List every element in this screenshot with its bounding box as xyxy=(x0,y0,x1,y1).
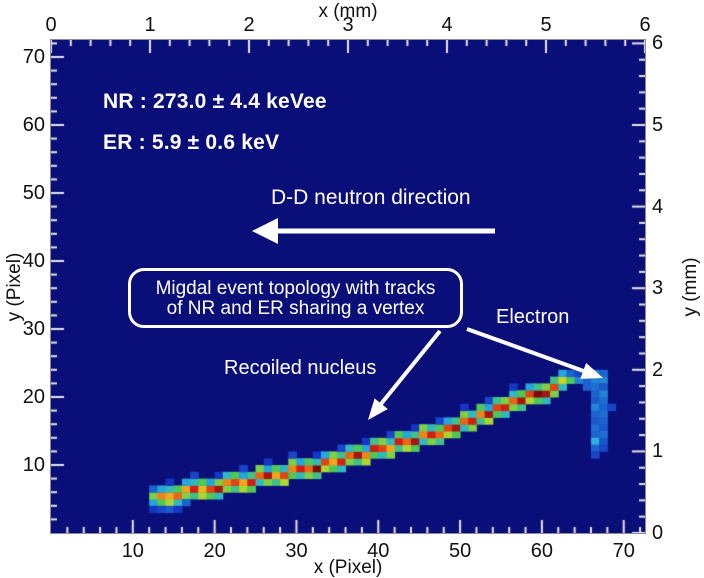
topology-callout-line1: Migdal event topology with tracks xyxy=(155,278,436,299)
tick-label: 3 xyxy=(342,14,354,36)
bottom-axis-title: x (Pixel) xyxy=(313,557,383,578)
tick-label: 5 xyxy=(652,114,664,136)
tick-label: 2 xyxy=(243,14,255,36)
tick-label: 4 xyxy=(652,195,664,218)
tick-label: 1 xyxy=(652,440,664,463)
plot-area xyxy=(50,39,646,534)
tick-label: 40 xyxy=(22,250,45,272)
top-axis-title: x (mm) xyxy=(318,1,378,22)
tick-label: 6 xyxy=(639,14,651,36)
tick-label: 50 xyxy=(448,540,472,562)
tick-label: 6 xyxy=(652,32,664,55)
tick-label: 5 xyxy=(540,14,552,36)
tick-label: 0 xyxy=(652,522,664,544)
neutron-direction-label: D-D neutron direction xyxy=(271,186,471,209)
right-axis-title: y (mm) xyxy=(680,257,701,317)
tick-label: 30 xyxy=(285,540,308,562)
tick-label: 0 xyxy=(45,14,57,36)
tick-label: 3 xyxy=(652,277,664,300)
topology-callout-line2: of NR and ER sharing a vertex xyxy=(166,298,425,319)
tick-label: 40 xyxy=(367,540,390,562)
electron-label: Electron xyxy=(496,306,570,328)
tick-label: 60 xyxy=(22,114,45,136)
tick-label: 1 xyxy=(144,14,156,36)
tick-label: 60 xyxy=(530,540,554,562)
tick-label: 4 xyxy=(441,14,453,36)
tick-label: 2 xyxy=(652,358,664,381)
tick-label: 70 xyxy=(612,540,635,562)
tick-label: 70 xyxy=(22,46,45,68)
tick-label: 30 xyxy=(22,318,45,340)
tick-label: 20 xyxy=(203,540,226,562)
topology-callout-box: Migdal event topology with tracks of NR … xyxy=(128,268,463,328)
nr-energy-label: NR : 273.0 ± 4.4 keVee xyxy=(103,90,327,113)
tick-label: 10 xyxy=(121,540,144,562)
er-energy-label: ER : 5.9 ± 0.6 keV xyxy=(103,131,280,154)
recoiled-nucleus-label: Recoiled nucleus xyxy=(224,357,377,379)
tick-label: 50 xyxy=(22,182,45,204)
tick-label: 10 xyxy=(22,454,45,476)
heatmap-canvas xyxy=(51,40,645,533)
tick-label: 20 xyxy=(22,386,45,408)
